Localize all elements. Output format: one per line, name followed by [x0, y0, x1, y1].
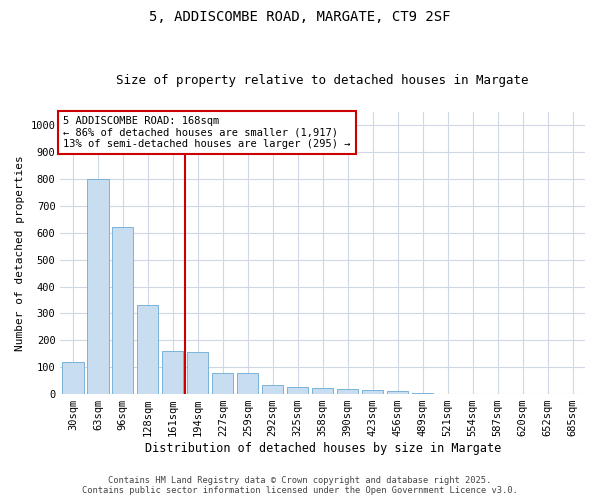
Bar	[187, 352, 208, 394]
Bar	[262, 384, 283, 394]
Bar	[212, 372, 233, 394]
Bar	[162, 351, 184, 394]
X-axis label: Distribution of detached houses by size in Margate: Distribution of detached houses by size …	[145, 442, 501, 455]
Text: 5, ADDISCOMBE ROAD, MARGATE, CT9 2SF: 5, ADDISCOMBE ROAD, MARGATE, CT9 2SF	[149, 10, 451, 24]
Y-axis label: Number of detached properties: Number of detached properties	[15, 155, 25, 351]
Title: Size of property relative to detached houses in Margate: Size of property relative to detached ho…	[116, 74, 529, 87]
Bar	[62, 362, 83, 394]
Bar	[137, 306, 158, 394]
Bar	[237, 372, 259, 394]
Bar	[112, 228, 133, 394]
Bar	[87, 179, 109, 394]
Bar	[412, 392, 433, 394]
Bar	[287, 386, 308, 394]
Text: 5 ADDISCOMBE ROAD: 168sqm
← 86% of detached houses are smaller (1,917)
13% of se: 5 ADDISCOMBE ROAD: 168sqm ← 86% of detac…	[63, 116, 350, 149]
Text: Contains HM Land Registry data © Crown copyright and database right 2025.
Contai: Contains HM Land Registry data © Crown c…	[82, 476, 518, 495]
Bar	[312, 388, 334, 394]
Bar	[362, 390, 383, 394]
Bar	[387, 391, 408, 394]
Bar	[337, 388, 358, 394]
